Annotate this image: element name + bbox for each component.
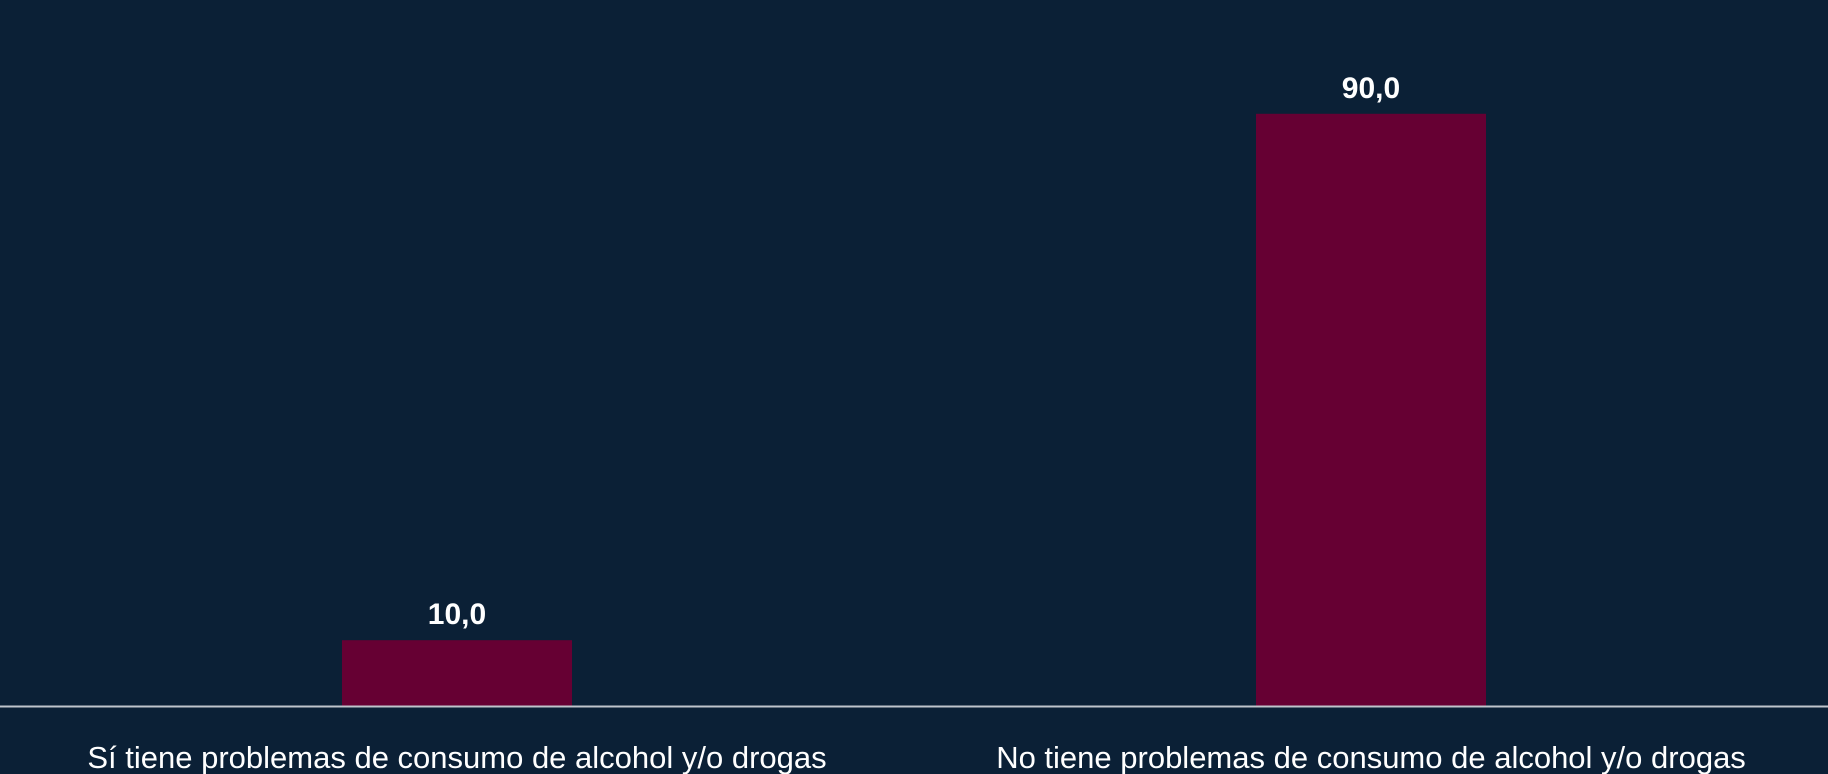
bars-group [342,113,1486,707]
category-label-1: Sí tiene problemas de consumo de alcohol… [87,740,826,774]
category-labels-group: Sí tiene problemas de consumo de alcohol… [87,740,1745,774]
data-label-1: 10,0 [428,598,486,631]
bar-2 [1256,113,1486,707]
value-labels-group: 10,0 90,0 [428,72,1400,631]
category-label-2: No tiene problemas de consumo de alcohol… [996,740,1746,774]
bar-1 [342,640,572,706]
data-label-2: 90,0 [1342,72,1400,105]
